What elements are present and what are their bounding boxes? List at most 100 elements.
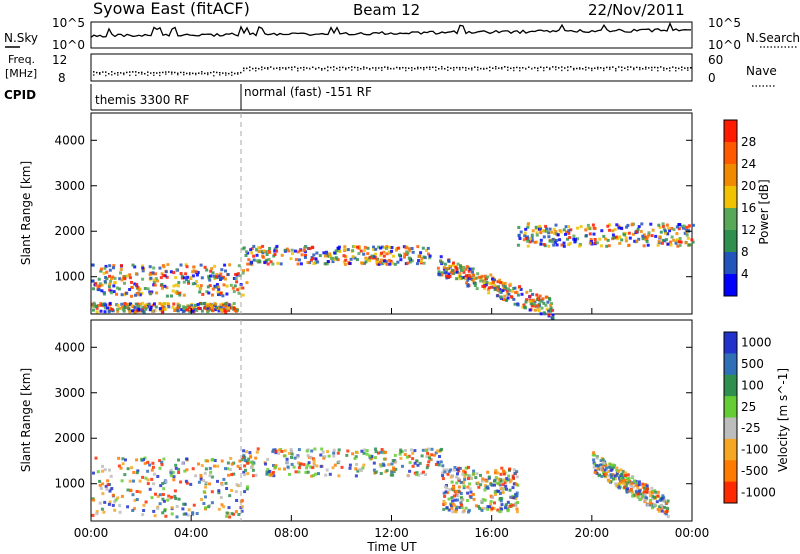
power-cell <box>501 289 505 292</box>
velocity-cell <box>643 490 646 494</box>
power-cell <box>300 253 304 257</box>
power-cell <box>608 223 612 227</box>
power-cell <box>502 282 506 286</box>
power-cell <box>524 237 528 240</box>
velocity-cell <box>247 457 251 461</box>
power-cell <box>105 277 109 281</box>
power-cell <box>174 291 178 295</box>
freq-dot <box>645 66 647 69</box>
x-tick-label: 04:00 <box>174 526 209 540</box>
power-cell <box>462 266 466 269</box>
velocity-cell <box>337 448 341 452</box>
power-cell <box>396 260 400 264</box>
power-cell <box>503 281 507 285</box>
freq-dot <box>216 71 218 74</box>
velocity-cell <box>104 484 108 488</box>
velocity-cell <box>615 474 619 478</box>
velocity-cell <box>340 465 344 469</box>
freq-dot <box>414 67 416 70</box>
velocity-cell <box>173 494 177 498</box>
power-cell <box>215 273 219 277</box>
velocity-cell <box>390 462 394 466</box>
nave-label: Nave <box>746 64 777 78</box>
power-cell <box>195 273 199 277</box>
velocity-cell <box>652 503 656 507</box>
freq-dot <box>186 72 188 75</box>
velocity-cell <box>502 472 506 476</box>
velocity-cell <box>511 503 515 507</box>
power-cell <box>687 243 691 247</box>
power-cell <box>118 277 122 281</box>
power-cell <box>663 229 667 233</box>
freq-dot <box>585 66 587 69</box>
power-cell <box>475 287 479 291</box>
power-cell <box>219 291 223 295</box>
freq-dot <box>678 67 680 70</box>
power-cell <box>605 244 609 248</box>
velocity-cell <box>101 492 105 496</box>
power-cell <box>641 237 645 241</box>
velocity-cell <box>144 500 148 504</box>
freq-dot <box>513 67 515 69</box>
freq-dot <box>174 71 176 74</box>
power-cell <box>234 277 238 280</box>
velocity-cell <box>445 506 449 510</box>
nave-dot <box>411 69 413 72</box>
freq-dot <box>237 72 239 74</box>
velocity-cell <box>393 453 397 457</box>
velocity-cell <box>348 463 352 467</box>
power-cell <box>482 279 485 283</box>
power-cell <box>593 238 597 241</box>
velocity-cell <box>626 487 630 491</box>
power-cell <box>496 288 500 292</box>
velocity-cell <box>288 472 291 476</box>
power-cell <box>496 280 500 284</box>
power-cell <box>234 309 238 313</box>
power-cell <box>180 308 184 312</box>
power-cell <box>553 240 557 244</box>
velocity-cell <box>274 465 277 469</box>
velocity-cell <box>411 464 415 468</box>
power-cell <box>635 230 639 234</box>
power-cell <box>205 268 209 272</box>
nave-dot <box>267 68 269 70</box>
power-cell <box>631 222 635 226</box>
nave-dot <box>351 69 353 71</box>
velocity-cell <box>514 482 518 486</box>
freq-dot <box>549 67 551 69</box>
velocity-cell <box>602 461 605 465</box>
power-cell <box>442 266 446 270</box>
velocity-cell <box>297 466 301 470</box>
nave-dot <box>681 69 683 71</box>
velocity-cell <box>515 494 519 498</box>
velocity-cell <box>175 504 179 508</box>
power-cell <box>329 257 333 260</box>
velocity-cell <box>634 483 638 487</box>
velocity-cell <box>283 454 287 458</box>
power-cell <box>108 264 112 268</box>
power-cell <box>553 232 557 236</box>
power-cell <box>573 237 577 241</box>
power-cell <box>626 223 630 227</box>
power-cell <box>97 277 101 281</box>
power-cell <box>666 232 670 236</box>
power-cell <box>428 254 432 258</box>
power-cell <box>523 231 527 235</box>
velocity-cell <box>449 468 453 472</box>
nave-dot <box>369 68 371 71</box>
power-cell <box>176 284 180 288</box>
freq-dot <box>333 66 335 68</box>
power-cell <box>498 290 502 294</box>
power-cell <box>408 256 412 260</box>
velocity-cell <box>382 457 386 461</box>
nave-dot <box>477 69 479 71</box>
velocity-cell <box>182 512 186 516</box>
velocity-cell <box>100 507 104 511</box>
velocity-cell <box>373 456 377 460</box>
velocity-cell <box>126 505 130 509</box>
velocity-cell <box>192 503 196 507</box>
nave-dot <box>363 68 365 70</box>
power-cell <box>483 274 487 278</box>
velocity-cell <box>417 473 421 477</box>
velocity-cell <box>441 471 444 475</box>
